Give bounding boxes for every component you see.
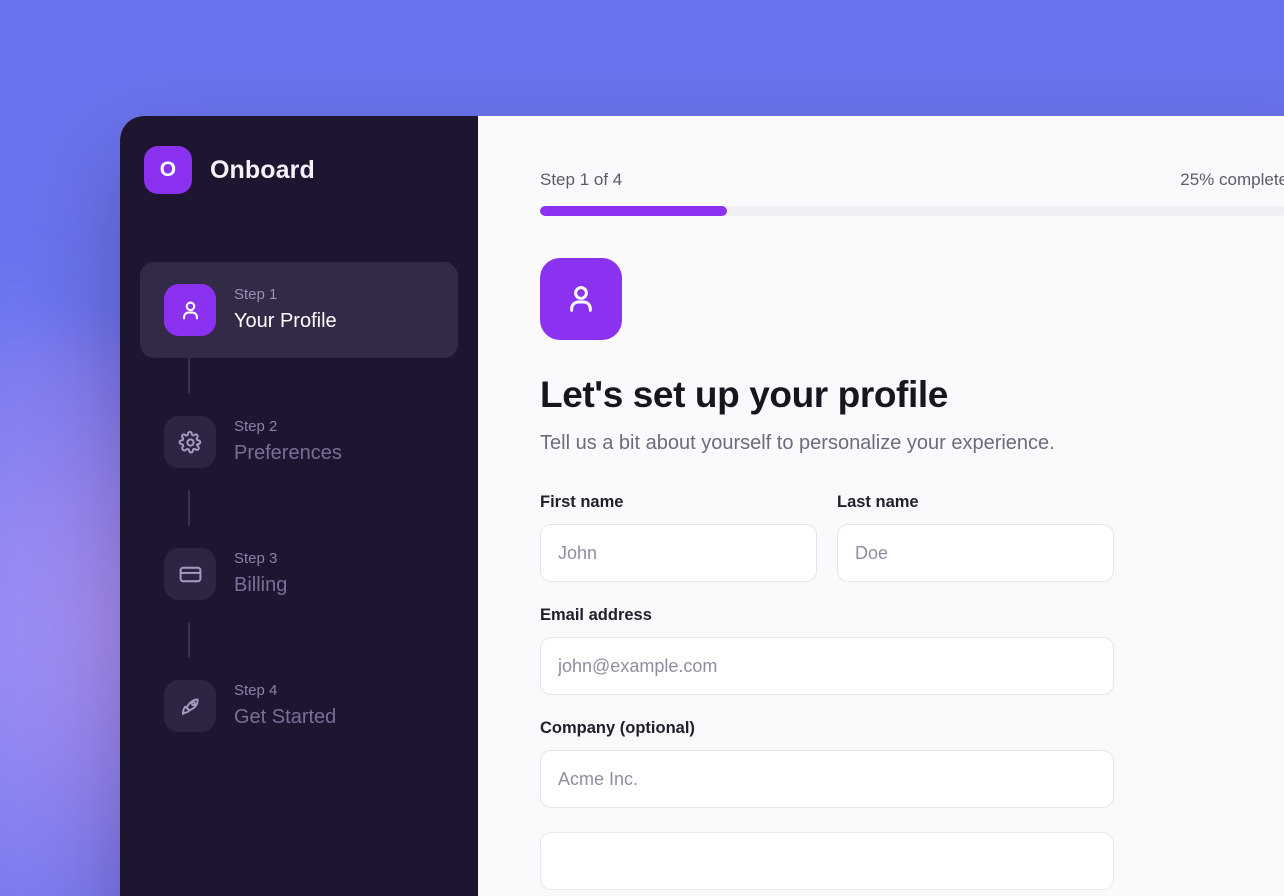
last-name-field-group: Last name: [837, 493, 1114, 582]
credit-card-icon: [164, 548, 216, 600]
page-subtitle: Tell us a bit about yourself to personal…: [540, 432, 1055, 454]
brand-logo: O Onboard: [142, 146, 456, 194]
sidebar-step-your-profile[interactable]: Step 1 Your Profile: [140, 262, 458, 358]
profile-form: First name Last name Email address: [540, 493, 1284, 890]
name-field-row: First name Last name: [540, 493, 1284, 582]
gear-icon: [164, 416, 216, 468]
sidebar-step-get-started[interactable]: Step 4 Get Started: [140, 658, 458, 754]
step-kicker: Step 2: [234, 418, 278, 436]
email-input[interactable]: [540, 637, 1114, 695]
step-kicker: Step 3: [234, 550, 278, 568]
email-field-group: Email address: [540, 606, 1114, 695]
onboarding-card: O Onboard Step 1 Your Profile: [120, 116, 1284, 896]
user-icon: [540, 258, 622, 340]
last-name-input[interactable]: [837, 524, 1114, 582]
first-name-field-group: First name: [540, 493, 817, 582]
user-icon: [164, 284, 216, 336]
main-content: Step 1 of 4 25% complete Let's set up yo…: [478, 116, 1284, 896]
step-kicker: Step 4: [234, 682, 278, 700]
progress-header: Step 1 of 4 25% complete: [540, 170, 1284, 190]
page-title: Let's set up your profile: [540, 374, 948, 415]
company-input[interactable]: [540, 750, 1114, 808]
rocket-icon: [164, 680, 216, 732]
step-connector: [188, 490, 190, 526]
company-field-row: Company (optional): [540, 719, 1284, 808]
email-label: Email address: [540, 606, 652, 624]
step-connector: [188, 358, 190, 394]
next-field-partially-visible[interactable]: [540, 832, 1114, 890]
progress-percent-label: 25% complete: [1180, 170, 1284, 189]
step-title: Your Profile: [234, 309, 337, 332]
email-field-row: Email address: [540, 606, 1284, 695]
step-title: Billing: [234, 573, 288, 596]
first-name-label: First name: [540, 493, 624, 511]
step-title: Get Started: [234, 705, 337, 728]
step-title: Preferences: [234, 441, 342, 464]
brand-name: Onboard: [210, 155, 315, 184]
first-name-input[interactable]: [540, 524, 817, 582]
step-navigation: Step 1 Your Profile Step 2: [140, 262, 458, 754]
progress-step-label: Step 1 of 4: [540, 170, 623, 189]
sidebar-step-preferences[interactable]: Step 2 Preferences: [140, 394, 458, 490]
company-label: Company (optional): [540, 719, 695, 737]
progress-bar-fill: [540, 206, 727, 216]
progress-bar: [540, 206, 1284, 216]
step-connector: [188, 622, 190, 658]
sidebar-step-billing[interactable]: Step 3 Billing: [140, 526, 458, 622]
brand-badge-icon: O: [144, 146, 192, 194]
company-field-group: Company (optional): [540, 719, 1114, 808]
last-name-label: Last name: [837, 493, 919, 511]
step-kicker: Step 1: [234, 286, 278, 304]
sidebar: O Onboard Step 1 Your Profile: [120, 116, 478, 896]
